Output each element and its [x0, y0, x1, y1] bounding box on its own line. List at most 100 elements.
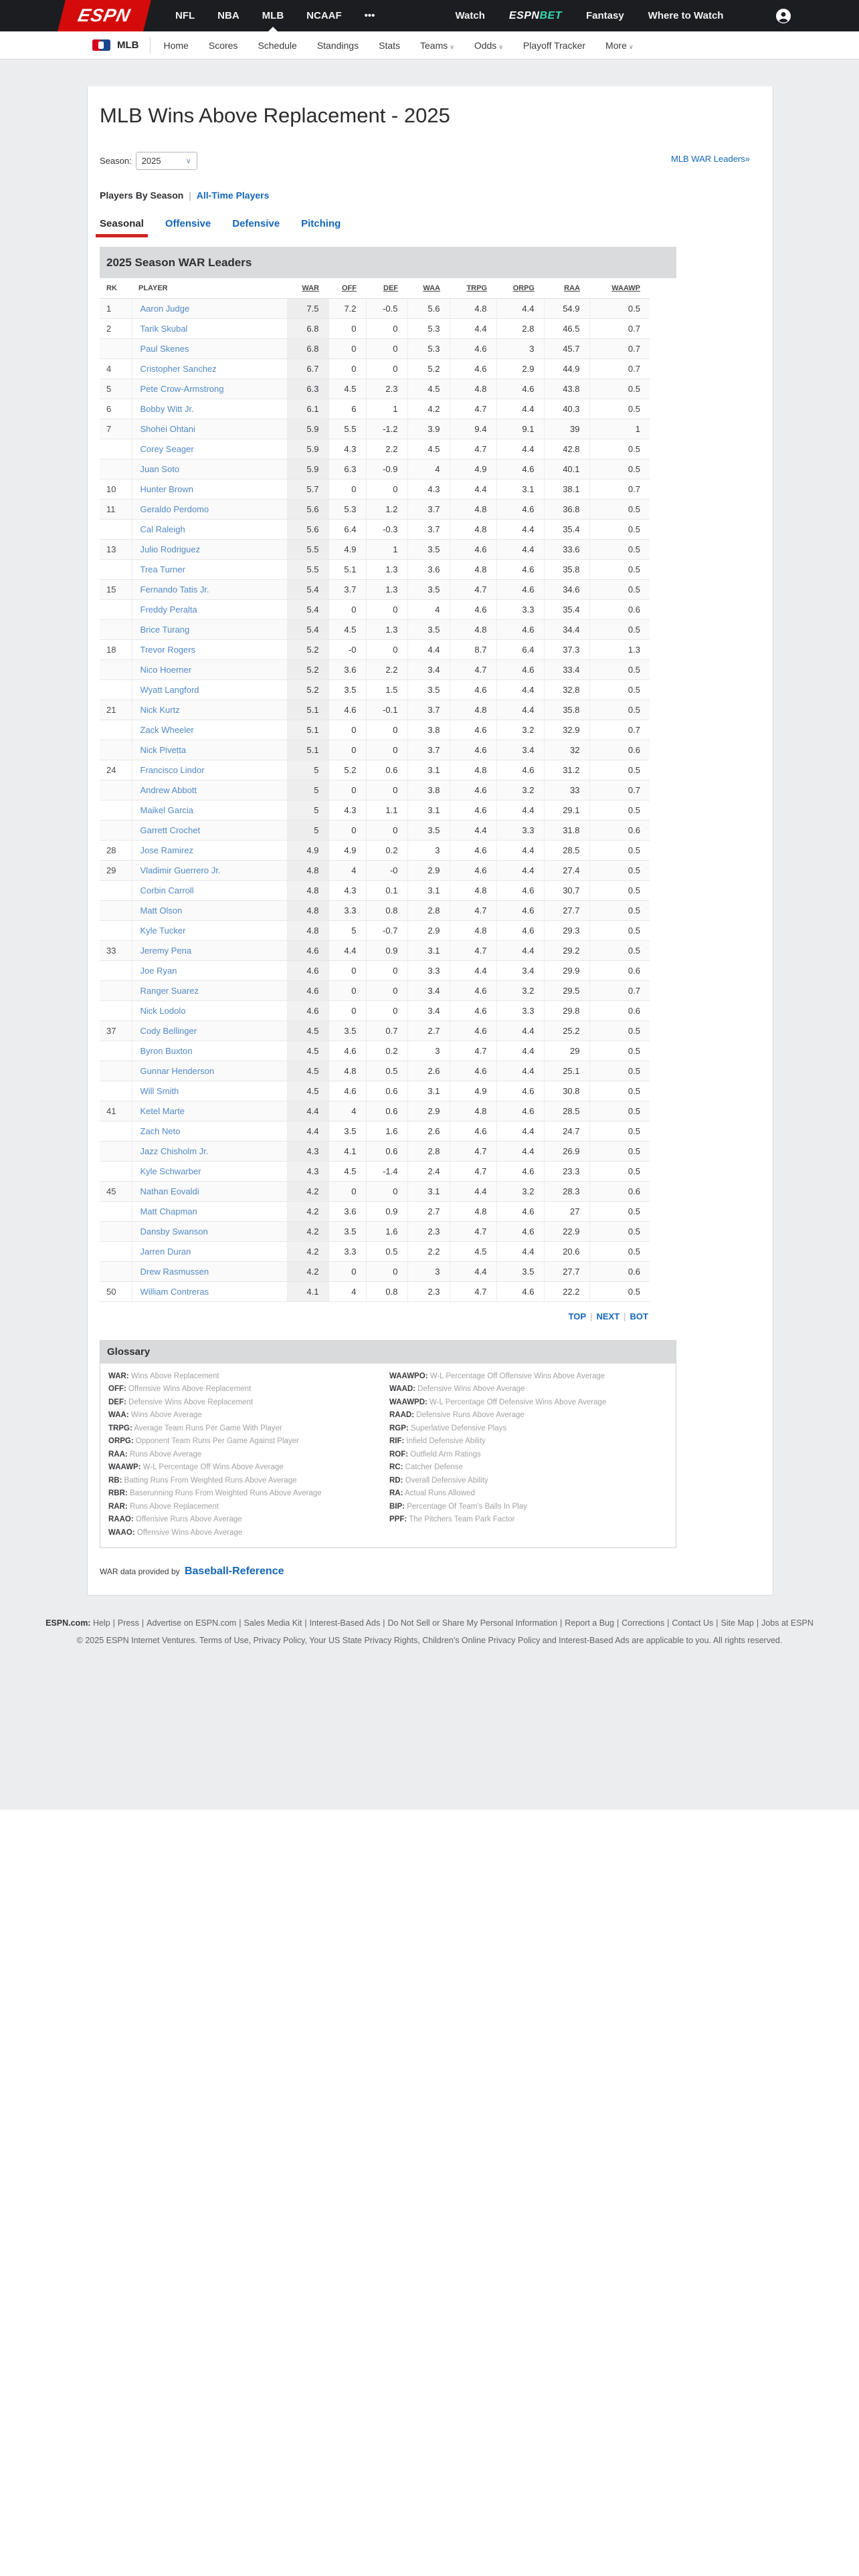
footer-link-advertise-on-espn-com[interactable]: Advertise on ESPN.com — [147, 1618, 237, 1628]
player-link[interactable]: Trea Turner — [140, 564, 185, 574]
player-link[interactable]: Matt Olson — [140, 905, 183, 916]
player-link[interactable]: Garrett Crochet — [140, 825, 201, 835]
espn-logo[interactable]: ESPN — [58, 0, 151, 31]
col-header-orpg[interactable]: ORPG — [496, 278, 544, 299]
subnav-sport-label[interactable]: MLB — [117, 39, 139, 51]
subnav-item-odds[interactable]: Odds ∨ — [474, 39, 503, 51]
player-link[interactable]: Nathan Eovaldi — [140, 1186, 199, 1196]
player-link[interactable]: Maikel Garcia — [140, 804, 193, 815]
player-link[interactable]: Aaron Judge — [140, 303, 190, 314]
tab-offensive[interactable]: Offensive — [165, 218, 211, 229]
player-link[interactable]: Drew Rasmussen — [140, 1266, 209, 1277]
footer-link-help[interactable]: Help — [92, 1618, 110, 1628]
col-header-trpg[interactable]: TRPG — [450, 278, 496, 299]
tab-pitching[interactable]: Pitching — [301, 218, 341, 229]
player-link[interactable]: Vladimir Guerrero Jr. — [140, 865, 221, 875]
tab-seasonal[interactable]: Seasonal — [96, 218, 148, 237]
col-header-waawp[interactable]: WAAWP — [589, 278, 650, 299]
player-link[interactable]: Tarik Skubal — [140, 323, 188, 334]
player-link[interactable]: Ketel Marte — [140, 1105, 185, 1116]
player-link[interactable]: Jarren Duran — [140, 1246, 191, 1257]
player-link[interactable]: Nick Kurtz — [140, 704, 180, 715]
player-link[interactable]: Bobby Witt Jr. — [140, 403, 194, 414]
col-header-waa[interactable]: WAA — [407, 278, 450, 299]
player-link[interactable]: Zack Wheeler — [140, 724, 194, 735]
player-link[interactable]: Brice Turang — [140, 624, 190, 635]
footer-link-sales-media-kit[interactable]: Sales Media Kit — [244, 1618, 302, 1628]
espn-bet-logo[interactable]: ESPNBET — [509, 10, 562, 22]
nav-item-[interactable]: ••• — [364, 10, 375, 21]
player-link[interactable]: Fernando Tatis Jr. — [140, 584, 209, 595]
player-link[interactable]: Cal Raleigh — [140, 524, 185, 534]
player-link[interactable]: Geraldo Perdomo — [140, 504, 209, 514]
subnav-item-schedule[interactable]: Schedule — [258, 39, 297, 51]
player-link[interactable]: Francisco Lindor — [140, 764, 205, 775]
baseball-reference-link[interactable]: Baseball-Reference — [184, 1566, 284, 1577]
nav-item-fantasy[interactable]: Fantasy — [585, 10, 624, 21]
player-link[interactable]: Jazz Chisholm Jr. — [140, 1146, 209, 1156]
nav-item-nba[interactable]: NBA — [217, 10, 240, 21]
col-header-war[interactable]: WAR — [287, 278, 328, 299]
player-link[interactable]: Gunnar Henderson — [140, 1065, 215, 1076]
player-link[interactable]: Corbin Carroll — [140, 885, 194, 895]
player-link[interactable]: Dansby Swanson — [140, 1226, 208, 1237]
player-link[interactable]: Kyle Schwarber — [140, 1166, 201, 1176]
player-link[interactable]: Nick Pivetta — [140, 744, 187, 755]
player-link[interactable]: Paul Skenes — [140, 343, 189, 354]
footer-link-jobs-at-espn[interactable]: Jobs at ESPN — [761, 1618, 814, 1628]
player-link[interactable]: Zach Neto — [140, 1125, 181, 1136]
player-link[interactable]: Freddy Peralta — [140, 604, 197, 615]
subnav-item-teams[interactable]: Teams ∨ — [420, 39, 454, 51]
player-link[interactable]: Pete Crow-Armstrong — [140, 383, 224, 394]
pager-top-link[interactable]: TOP — [568, 1311, 587, 1321]
player-link[interactable]: Corey Seager — [140, 443, 194, 454]
subnav-item-stats[interactable]: Stats — [379, 39, 401, 51]
mlb-war-leaders-link[interactable]: MLB WAR Leaders» — [670, 154, 750, 164]
player-link[interactable]: William Contreras — [140, 1286, 209, 1297]
player-link[interactable]: Trevor Rogers — [140, 644, 196, 655]
footer-link-corrections[interactable]: Corrections — [622, 1618, 665, 1628]
subnav-item-more[interactable]: More ∨ — [605, 39, 634, 51]
nav-item-watch[interactable]: Watch — [455, 10, 485, 21]
player-link[interactable]: Joe Ryan — [140, 965, 177, 976]
footer-link-do-not-sell-or-share-my-personal-information[interactable]: Do Not Sell or Share My Personal Informa… — [387, 1618, 558, 1628]
player-link[interactable]: Juan Soto — [140, 463, 180, 474]
filter-all-time-players-link[interactable]: All-Time Players — [196, 190, 270, 201]
season-select[interactable]: 2025 ∨ — [135, 152, 197, 170]
player-link[interactable]: Julio Rodriguez — [140, 544, 201, 554]
pager-bot-link[interactable]: BOT — [630, 1311, 648, 1321]
player-link[interactable]: Byron Buxton — [140, 1045, 193, 1056]
player-link[interactable]: Jeremy Pena — [140, 945, 192, 956]
col-header-raa[interactable]: RAA — [544, 278, 589, 299]
user-icon[interactable] — [775, 8, 791, 24]
player-link[interactable]: Will Smith — [140, 1085, 179, 1096]
player-link[interactable]: Andrew Abbott — [140, 784, 197, 795]
player-link[interactable]: Cody Bellinger — [140, 1025, 197, 1036]
tab-defensive[interactable]: Defensive — [232, 218, 280, 229]
footer-link-contact-us[interactable]: Contact Us — [672, 1618, 714, 1628]
player-link[interactable]: Jose Ramirez — [140, 845, 193, 855]
player-link[interactable]: Ranger Suarez — [140, 985, 199, 996]
player-link[interactable]: Wyatt Langford — [140, 684, 199, 695]
footer-link-press[interactable]: Press — [117, 1618, 139, 1628]
player-link[interactable]: Shohei Ohtani — [140, 423, 195, 434]
subnav-item-home[interactable]: Home — [163, 39, 189, 51]
subnav-item-playoff-tracker[interactable]: Playoff Tracker — [522, 39, 586, 51]
subnav-item-scores[interactable]: Scores — [208, 39, 238, 51]
player-link[interactable]: Cristopher Sanchez — [140, 363, 217, 374]
nav-item-nfl[interactable]: NFL — [175, 10, 195, 21]
footer-link-interest-based-ads[interactable]: Interest-Based Ads — [309, 1618, 381, 1628]
footer-link-report-a-bug[interactable]: Report a Bug — [565, 1618, 614, 1628]
footer-link-site-map[interactable]: Site Map — [721, 1618, 754, 1628]
pager-next-link[interactable]: NEXT — [596, 1311, 620, 1321]
nav-item-where-to-watch[interactable]: Where to Watch — [648, 10, 724, 21]
player-link[interactable]: Nico Hoerner — [140, 664, 192, 675]
nav-item-mlb[interactable]: MLB — [262, 0, 284, 31]
col-header-def[interactable]: DEF — [366, 278, 407, 299]
player-link[interactable]: Hunter Brown — [140, 484, 193, 494]
player-link[interactable]: Matt Chapman — [140, 1206, 197, 1216]
subnav-item-standings[interactable]: Standings — [316, 39, 359, 51]
col-header-off[interactable]: OFF — [328, 278, 366, 299]
player-link[interactable]: Kyle Tucker — [140, 925, 186, 936]
nav-item-ncaaf[interactable]: NCAAF — [306, 10, 342, 21]
